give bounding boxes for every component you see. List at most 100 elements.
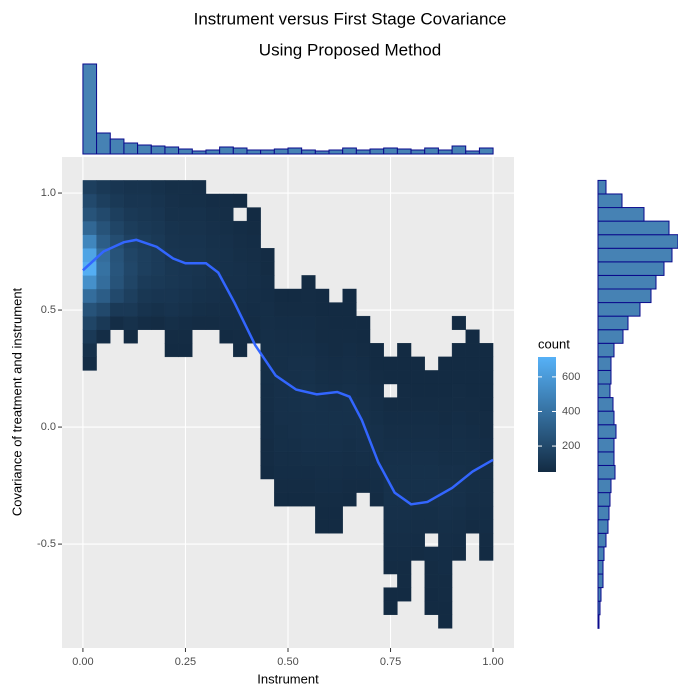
heat-cell bbox=[123, 275, 138, 290]
heat-cell bbox=[315, 343, 330, 358]
heat-cell bbox=[383, 356, 398, 371]
heat-cell bbox=[205, 193, 220, 208]
heat-cell bbox=[356, 451, 371, 466]
heat-cell bbox=[96, 220, 111, 235]
heat-cell bbox=[438, 546, 453, 561]
heat-cell bbox=[110, 207, 125, 222]
hist-bar bbox=[597, 424, 617, 439]
heat-cell bbox=[479, 519, 494, 534]
heat-cell bbox=[137, 180, 152, 195]
hist-bar bbox=[597, 587, 602, 602]
heat-cell bbox=[287, 329, 302, 344]
heat-cell bbox=[164, 180, 179, 195]
heat-cell bbox=[328, 451, 343, 466]
heat-cell bbox=[82, 220, 97, 235]
hist-bar bbox=[597, 519, 609, 534]
heat-cell bbox=[451, 519, 466, 534]
heat-cell bbox=[82, 329, 97, 344]
hist-bar bbox=[597, 573, 604, 589]
heat-cell bbox=[192, 207, 207, 222]
heat-cell bbox=[219, 193, 234, 208]
heat-cell bbox=[233, 234, 248, 249]
heat-cell bbox=[356, 356, 371, 371]
heat-cell bbox=[96, 180, 111, 195]
heat-cell bbox=[438, 465, 453, 480]
hist-bar bbox=[597, 234, 678, 249]
heat-cell bbox=[451, 315, 466, 330]
heat-cell bbox=[424, 478, 439, 493]
hist-bar bbox=[597, 546, 605, 561]
heat-cell bbox=[383, 600, 398, 615]
hist-bar bbox=[597, 342, 615, 358]
hist-bar bbox=[137, 144, 152, 155]
hist-bar bbox=[219, 146, 234, 155]
hist-bar bbox=[191, 150, 207, 155]
heat-cell bbox=[219, 207, 234, 222]
heat-cell bbox=[205, 234, 220, 249]
heat-cell bbox=[301, 275, 316, 290]
heat-cell bbox=[287, 424, 302, 439]
heat-cell bbox=[192, 193, 207, 208]
heat-cell bbox=[137, 193, 152, 208]
heat-cell bbox=[342, 343, 357, 358]
heat-cell bbox=[301, 478, 316, 493]
heat-cell bbox=[164, 220, 179, 235]
heat-cell bbox=[328, 397, 343, 412]
heat-cell bbox=[315, 492, 330, 507]
heat-cell bbox=[342, 438, 357, 453]
heat-cell bbox=[369, 424, 384, 439]
heat-cell bbox=[438, 451, 453, 466]
heat-cell bbox=[164, 261, 179, 276]
hist-bar bbox=[597, 302, 641, 317]
x-tick-label: 0.00 bbox=[72, 656, 93, 668]
heat-cell bbox=[301, 329, 316, 344]
heat-cell bbox=[479, 438, 494, 453]
heat-cell bbox=[274, 492, 289, 507]
heat-cell bbox=[342, 451, 357, 466]
heat-cell bbox=[383, 424, 398, 439]
heat-cell bbox=[424, 573, 439, 588]
heat-cell bbox=[151, 315, 166, 330]
heat-cell bbox=[233, 220, 248, 235]
heat-cell bbox=[438, 438, 453, 453]
heat-cell bbox=[410, 465, 425, 480]
heat-cell bbox=[451, 492, 466, 507]
heat-cell bbox=[301, 465, 316, 480]
heat-cell bbox=[260, 288, 275, 303]
x-tick-label: 0.25 bbox=[175, 656, 196, 668]
heat-cell bbox=[424, 600, 439, 615]
heat-cell bbox=[178, 315, 193, 330]
hist-bar bbox=[597, 559, 604, 575]
heat-cell bbox=[410, 410, 425, 425]
heat-cell bbox=[205, 302, 220, 317]
heat-cell bbox=[287, 356, 302, 371]
heat-cell bbox=[123, 288, 138, 303]
heat-cell bbox=[233, 248, 248, 263]
heat-cell bbox=[465, 383, 480, 398]
hist-bar bbox=[597, 451, 615, 466]
heat-cell bbox=[164, 234, 179, 249]
heat-cell bbox=[96, 302, 111, 317]
heat-cell bbox=[397, 587, 412, 602]
heat-cell bbox=[356, 478, 371, 493]
heat-cell bbox=[178, 302, 193, 317]
heat-cell bbox=[96, 193, 111, 208]
heat-cell bbox=[233, 193, 248, 208]
heat-cell bbox=[383, 560, 398, 575]
hist-bar bbox=[597, 193, 623, 209]
heat-cell bbox=[233, 261, 248, 276]
hist-bar bbox=[597, 207, 645, 222]
heat-cell bbox=[205, 275, 220, 290]
heat-cell bbox=[178, 234, 193, 249]
heat-cell bbox=[328, 519, 343, 534]
heat-cell bbox=[424, 451, 439, 466]
heat-cell bbox=[424, 410, 439, 425]
heat-cell bbox=[451, 356, 466, 371]
heat-cell bbox=[424, 465, 439, 480]
heat-cell bbox=[151, 207, 166, 222]
heat-cell bbox=[164, 315, 179, 330]
y-tick-label: 1.0 bbox=[41, 187, 56, 199]
heat-cell bbox=[123, 261, 138, 276]
heat-cell bbox=[151, 302, 166, 317]
hist-bar bbox=[597, 288, 652, 304]
